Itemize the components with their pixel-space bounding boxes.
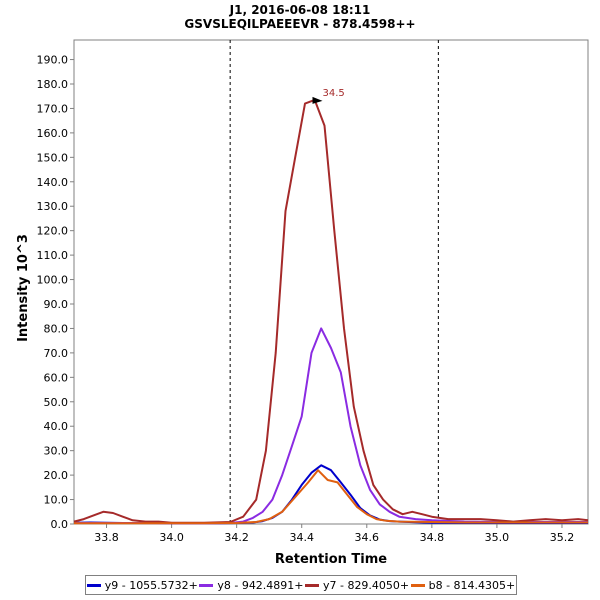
legend-label: y8 - 942.4891+ bbox=[217, 578, 304, 592]
y-tick-label: 130.0 bbox=[37, 200, 69, 213]
series-line-y8 bbox=[74, 327, 588, 525]
x-tick-label: 35.2 bbox=[550, 531, 575, 544]
x-tick-label: 34.0 bbox=[159, 531, 184, 544]
y-tick-label: 190.0 bbox=[37, 54, 69, 67]
series-line-y7 bbox=[73, 98, 589, 524]
axes: 0.0 10.0 20.0 30.0 40.0 50.0 60.0 70.0 80.0 90.0 1… bbox=[37, 39, 589, 544]
legend-item: y8 - 942.4891+ bbox=[199, 578, 304, 592]
x-tick-label: 34.8 bbox=[420, 531, 445, 544]
y-tick-label: 110.0 bbox=[37, 249, 69, 262]
peak-annotation: 34.5 bbox=[312, 88, 345, 104]
y-tick-label: 20.0 bbox=[44, 469, 69, 482]
y-tick-label: 0.0 bbox=[51, 518, 69, 531]
legend-swatch bbox=[86, 583, 101, 587]
plot-frame bbox=[73, 39, 589, 525]
y-tick-label: 180.0 bbox=[37, 78, 69, 91]
legend: y9 - 1055.5732+ y8 - 942.4891+ y7 - 829.40… bbox=[85, 575, 517, 595]
legend-item: y9 - 1055.5732+ bbox=[86, 578, 198, 592]
legend-label: b8 - 814.4305+ bbox=[428, 578, 516, 592]
y-tick-label: 70.0 bbox=[44, 347, 69, 360]
series-line-y9 bbox=[73, 464, 588, 525]
y-tick-label: 140.0 bbox=[37, 176, 69, 189]
legend-item: y7 - 829.4050+ bbox=[304, 578, 410, 592]
legend-item: b8 - 814.4305+ bbox=[410, 578, 516, 592]
chart-title: J1, 2016-06-08 18:11 bbox=[229, 3, 371, 17]
y-axis-label: Intensity 10^3 bbox=[16, 234, 31, 342]
legend-swatch bbox=[410, 583, 425, 587]
legend-label: y9 - 1055.5732+ bbox=[104, 578, 198, 592]
y-tick-label: 100.0 bbox=[37, 274, 69, 287]
y-tick-label: 170.0 bbox=[37, 102, 69, 115]
y-tick-label: 10.0 bbox=[44, 494, 69, 507]
y-tick-label: 60.0 bbox=[44, 371, 69, 384]
x-tick-label: 33.8 bbox=[94, 531, 119, 544]
x-tick-label: 35.0 bbox=[485, 531, 510, 544]
series-line-b8 bbox=[74, 469, 588, 525]
y-tick-label: 160.0 bbox=[37, 127, 69, 140]
legend-label: y7 - 829.4050+ bbox=[322, 578, 410, 592]
y-tick-label: 120.0 bbox=[37, 225, 69, 238]
legend-swatch bbox=[304, 583, 319, 587]
x-axis-label: Retention Time bbox=[275, 552, 387, 567]
x-tick-label: 34.4 bbox=[289, 531, 314, 544]
y-tick-label: 50.0 bbox=[44, 396, 69, 409]
y-tick-label: 150.0 bbox=[37, 151, 69, 164]
x-tick-label: 34.6 bbox=[355, 531, 380, 544]
x-tick-label: 34.2 bbox=[224, 531, 249, 544]
peak-label: 34.5 bbox=[322, 88, 344, 99]
chart-subtitle: GSVSLEQILPAEEEVR - 878.4598++ bbox=[184, 17, 416, 31]
y-tick-label: 80.0 bbox=[44, 322, 69, 335]
y-tick-label: 40.0 bbox=[44, 420, 69, 433]
y-tick-label: 30.0 bbox=[44, 445, 69, 458]
series-lines bbox=[73, 98, 589, 525]
legend-swatch bbox=[199, 583, 214, 587]
integration-boundaries bbox=[229, 40, 439, 524]
y-tick-label: 90.0 bbox=[44, 298, 69, 311]
peak-marker bbox=[312, 96, 323, 104]
